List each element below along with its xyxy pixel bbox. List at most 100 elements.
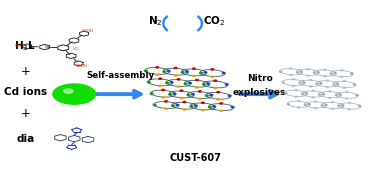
Circle shape (172, 105, 175, 106)
Circle shape (295, 96, 297, 97)
Circle shape (343, 81, 345, 82)
Circle shape (330, 73, 333, 74)
Circle shape (174, 67, 177, 69)
Circle shape (214, 80, 217, 81)
Circle shape (147, 82, 150, 83)
Circle shape (192, 94, 194, 95)
Circle shape (217, 99, 220, 100)
Circle shape (201, 109, 204, 111)
Circle shape (201, 102, 204, 103)
Circle shape (206, 95, 208, 96)
Circle shape (348, 109, 350, 110)
Text: CO$_2$: CO$_2$ (203, 14, 225, 28)
Circle shape (144, 70, 147, 72)
Circle shape (326, 80, 328, 81)
Circle shape (194, 105, 197, 106)
Circle shape (320, 83, 322, 84)
Circle shape (162, 97, 164, 98)
Circle shape (198, 98, 201, 99)
Circle shape (159, 78, 162, 79)
Circle shape (300, 71, 302, 72)
Circle shape (163, 71, 166, 72)
Circle shape (225, 84, 228, 85)
Circle shape (336, 83, 339, 84)
Circle shape (176, 104, 179, 106)
Circle shape (180, 90, 183, 91)
Text: Nitro: Nitro (247, 74, 273, 83)
Text: Cd ions: Cd ions (4, 87, 47, 97)
Circle shape (198, 91, 201, 92)
Circle shape (326, 87, 328, 88)
Circle shape (156, 67, 159, 68)
Circle shape (170, 82, 173, 83)
Circle shape (312, 97, 314, 98)
Circle shape (162, 89, 164, 91)
Circle shape (295, 90, 297, 91)
Circle shape (220, 110, 223, 111)
Circle shape (208, 106, 211, 108)
Circle shape (309, 79, 311, 80)
Circle shape (316, 83, 318, 84)
Circle shape (280, 71, 282, 72)
Circle shape (329, 98, 331, 99)
Circle shape (282, 82, 284, 83)
Circle shape (296, 72, 299, 73)
Circle shape (220, 103, 223, 104)
Circle shape (193, 68, 195, 69)
Circle shape (321, 105, 323, 106)
Circle shape (190, 106, 193, 107)
Circle shape (184, 83, 187, 84)
Text: explosives: explosives (233, 88, 287, 97)
Circle shape (324, 76, 326, 77)
Text: Self-assembly: Self-assembly (86, 71, 154, 80)
Circle shape (304, 104, 307, 105)
Circle shape (213, 106, 215, 107)
Circle shape (290, 68, 292, 69)
Text: NO$_2$: NO$_2$ (73, 46, 81, 53)
Circle shape (173, 93, 176, 94)
Circle shape (297, 107, 300, 108)
Circle shape (307, 68, 309, 70)
Circle shape (183, 101, 186, 103)
Circle shape (356, 95, 358, 96)
Circle shape (228, 95, 231, 96)
Text: COOH: COOH (15, 44, 27, 48)
Circle shape (153, 104, 156, 106)
Circle shape (200, 72, 202, 74)
Circle shape (341, 70, 343, 71)
Circle shape (214, 87, 217, 89)
Circle shape (333, 84, 335, 85)
Circle shape (207, 83, 210, 84)
Circle shape (324, 69, 326, 70)
Circle shape (346, 98, 348, 99)
Circle shape (195, 79, 198, 81)
Circle shape (165, 101, 167, 102)
Circle shape (181, 72, 184, 73)
Circle shape (203, 84, 205, 85)
Circle shape (335, 95, 338, 96)
Circle shape (156, 74, 159, 75)
Text: dia: dia (16, 134, 34, 144)
Circle shape (342, 105, 344, 106)
Circle shape (334, 73, 336, 74)
Circle shape (293, 79, 295, 80)
Circle shape (166, 82, 169, 84)
Text: H$_3$L: H$_3$L (14, 39, 36, 53)
Circle shape (231, 106, 234, 108)
Circle shape (353, 84, 356, 85)
Text: +: + (20, 107, 30, 120)
Circle shape (193, 75, 195, 77)
Circle shape (312, 90, 314, 91)
Text: COOH: COOH (82, 29, 94, 33)
Text: +: + (20, 65, 30, 78)
Circle shape (332, 108, 334, 109)
Circle shape (177, 86, 180, 87)
Text: COOH: COOH (75, 64, 87, 68)
Text: N$_2$: N$_2$ (148, 14, 163, 28)
Circle shape (317, 72, 319, 73)
Circle shape (195, 87, 198, 88)
Circle shape (211, 76, 214, 77)
Circle shape (210, 94, 213, 96)
Circle shape (338, 106, 340, 107)
Circle shape (305, 93, 308, 94)
